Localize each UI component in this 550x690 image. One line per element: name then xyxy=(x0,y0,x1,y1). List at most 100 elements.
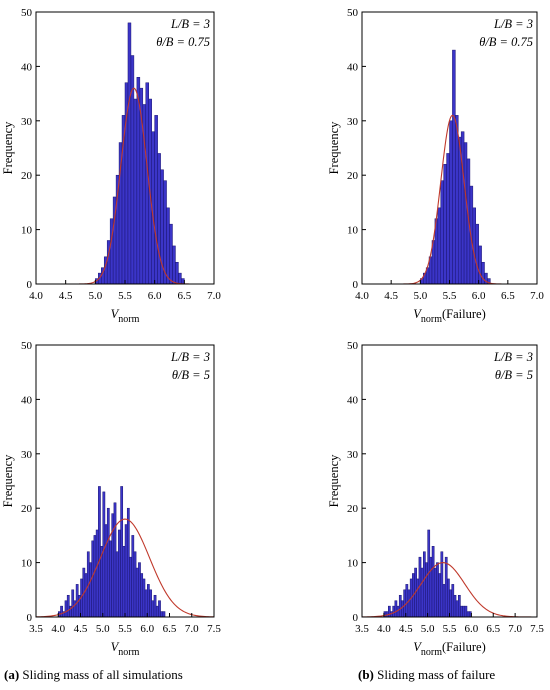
chart-panel-top-right: 4.0 4.5 5.0 5.5 6.0 6.5 7.0 0 10 20 30 40 50 Frequenc… xyxy=(327,7,544,325)
histogram-bar xyxy=(122,546,126,618)
x-axis-title: Vnorm xyxy=(111,640,140,658)
histogram-bar xyxy=(160,611,164,618)
caption-a-text: Sliding mass of all simulations xyxy=(22,667,183,682)
histogram-bar xyxy=(169,223,173,285)
histogram-bar xyxy=(403,589,406,618)
fit-curve xyxy=(361,562,535,618)
y-tick-label: 50 xyxy=(347,7,359,19)
histogram-bar xyxy=(462,605,466,618)
panel-annotation: θ/B = 5 xyxy=(172,368,210,382)
panel-annotation: L/B = 3 xyxy=(493,350,533,364)
histogram-bar xyxy=(460,131,465,285)
y-tick-label: 40 xyxy=(21,394,33,406)
histogram-bar xyxy=(436,562,439,618)
histogram-bar xyxy=(75,584,79,618)
x-tick-label: 3.5 xyxy=(29,623,43,635)
histogram-bar xyxy=(431,546,435,618)
panel-annotation: θ/B = 5 xyxy=(495,368,533,382)
histogram-bar xyxy=(66,594,70,618)
histogram-bar xyxy=(455,115,459,285)
histogram-bar xyxy=(472,207,476,285)
histogram-bar xyxy=(464,605,468,618)
histogram-bar xyxy=(405,584,409,618)
x-tick-label: 4.0 xyxy=(377,623,391,635)
panel-annotation: L/B = 3 xyxy=(170,350,210,364)
y-tick-label: 20 xyxy=(347,503,359,515)
histogram-bar xyxy=(423,551,426,618)
x-axis-title-suffix: (Failure) xyxy=(442,640,486,654)
y-tick-label: 10 xyxy=(347,558,359,570)
histogram-bar xyxy=(136,77,141,285)
histogram-bar xyxy=(115,551,119,618)
histogram-bar xyxy=(440,180,444,285)
x-axis-title-symbol: V xyxy=(413,307,422,321)
x-tick-label: 6.5 xyxy=(486,623,500,635)
histogram-bar xyxy=(449,589,452,618)
chart-panel-bottom-left: 3.5 4.0 4.5 5.0 5.5 6.0 6.5 7.0 7.5 0 10 20 30 40 50 Fr… xyxy=(1,340,221,658)
histogram-bar xyxy=(449,120,453,285)
x-tick-label: 5.0 xyxy=(413,290,427,302)
caption-a-letter: (a) xyxy=(4,667,20,682)
histogram-bar xyxy=(154,115,158,285)
histogram-bar xyxy=(466,611,470,618)
histogram-bar xyxy=(452,49,456,285)
histogram-bar xyxy=(126,507,130,618)
y-axis-title: Frequency xyxy=(1,121,15,175)
histogram-bar xyxy=(93,535,97,618)
histogram-bar xyxy=(420,567,424,618)
x-axis-title-subscript: norm xyxy=(118,647,139,658)
histogram-bar xyxy=(142,578,146,618)
y-tick-label: 20 xyxy=(21,170,33,182)
histogram-bar xyxy=(443,164,447,285)
x-axis-title-symbol: V xyxy=(111,307,120,321)
x-tick-label: 5.0 xyxy=(96,623,110,635)
histogram-bar xyxy=(458,136,462,285)
x-tick-label: 7.5 xyxy=(207,623,221,635)
x-tick-label: 7.0 xyxy=(185,623,199,635)
histogram-bar xyxy=(447,578,450,618)
histogram-bar xyxy=(102,491,106,618)
x-tick-label: 6.5 xyxy=(177,290,191,302)
x-tick-label: 7.0 xyxy=(508,623,522,635)
x-tick-label: 6.0 xyxy=(465,623,479,635)
x-axis-title-symbol: V xyxy=(413,640,422,654)
y-tick-label: 20 xyxy=(347,170,359,182)
histogram-bar xyxy=(145,82,149,285)
histogram-bar xyxy=(84,573,88,618)
histogram-bar xyxy=(133,98,138,285)
histogram-bar xyxy=(394,600,398,618)
x-tick-label: 4.5 xyxy=(399,623,413,635)
histogram-bar xyxy=(463,142,468,285)
x-tick-label: 3.5 xyxy=(355,623,369,635)
x-tick-label: 6.0 xyxy=(472,290,486,302)
y-axis-title: Frequency xyxy=(327,454,341,508)
x-tick-label: 7.0 xyxy=(207,290,221,302)
histogram-bar xyxy=(446,153,450,285)
histogram-bar xyxy=(106,507,110,618)
histogram-bar xyxy=(440,551,444,618)
histogram-bar xyxy=(95,529,99,618)
x-axis-title: Vnorm xyxy=(111,307,140,325)
histogram-bar xyxy=(392,605,396,618)
x-tick-label: 7.5 xyxy=(530,623,544,635)
histogram-bar xyxy=(157,153,161,285)
x-tick-label: 5.5 xyxy=(443,290,457,302)
histogram-bar xyxy=(120,486,124,618)
chart-panel-top-left: 4.0 4.5 5.0 5.5 6.0 6.5 7.0 0 10 20 30 40 50 Frequenc… xyxy=(1,7,221,325)
histogram-bar xyxy=(124,524,128,618)
x-tick-label: 4.5 xyxy=(384,290,398,302)
histogram-bar xyxy=(453,594,457,618)
histogram-bar xyxy=(475,223,479,285)
y-tick-label: 0 xyxy=(27,279,33,291)
y-axis-title: Frequency xyxy=(327,121,341,175)
fit-curve xyxy=(79,87,189,285)
histogram-bar xyxy=(109,540,112,618)
histogram-bar xyxy=(158,600,161,618)
y-tick-label: 10 xyxy=(21,558,33,570)
histogram-bar xyxy=(162,611,166,618)
histogram-bar xyxy=(140,573,144,618)
histogram-bar xyxy=(129,556,132,618)
x-axis-title: Vnorm(Failure) xyxy=(413,640,485,658)
histogram-bar xyxy=(89,562,92,618)
